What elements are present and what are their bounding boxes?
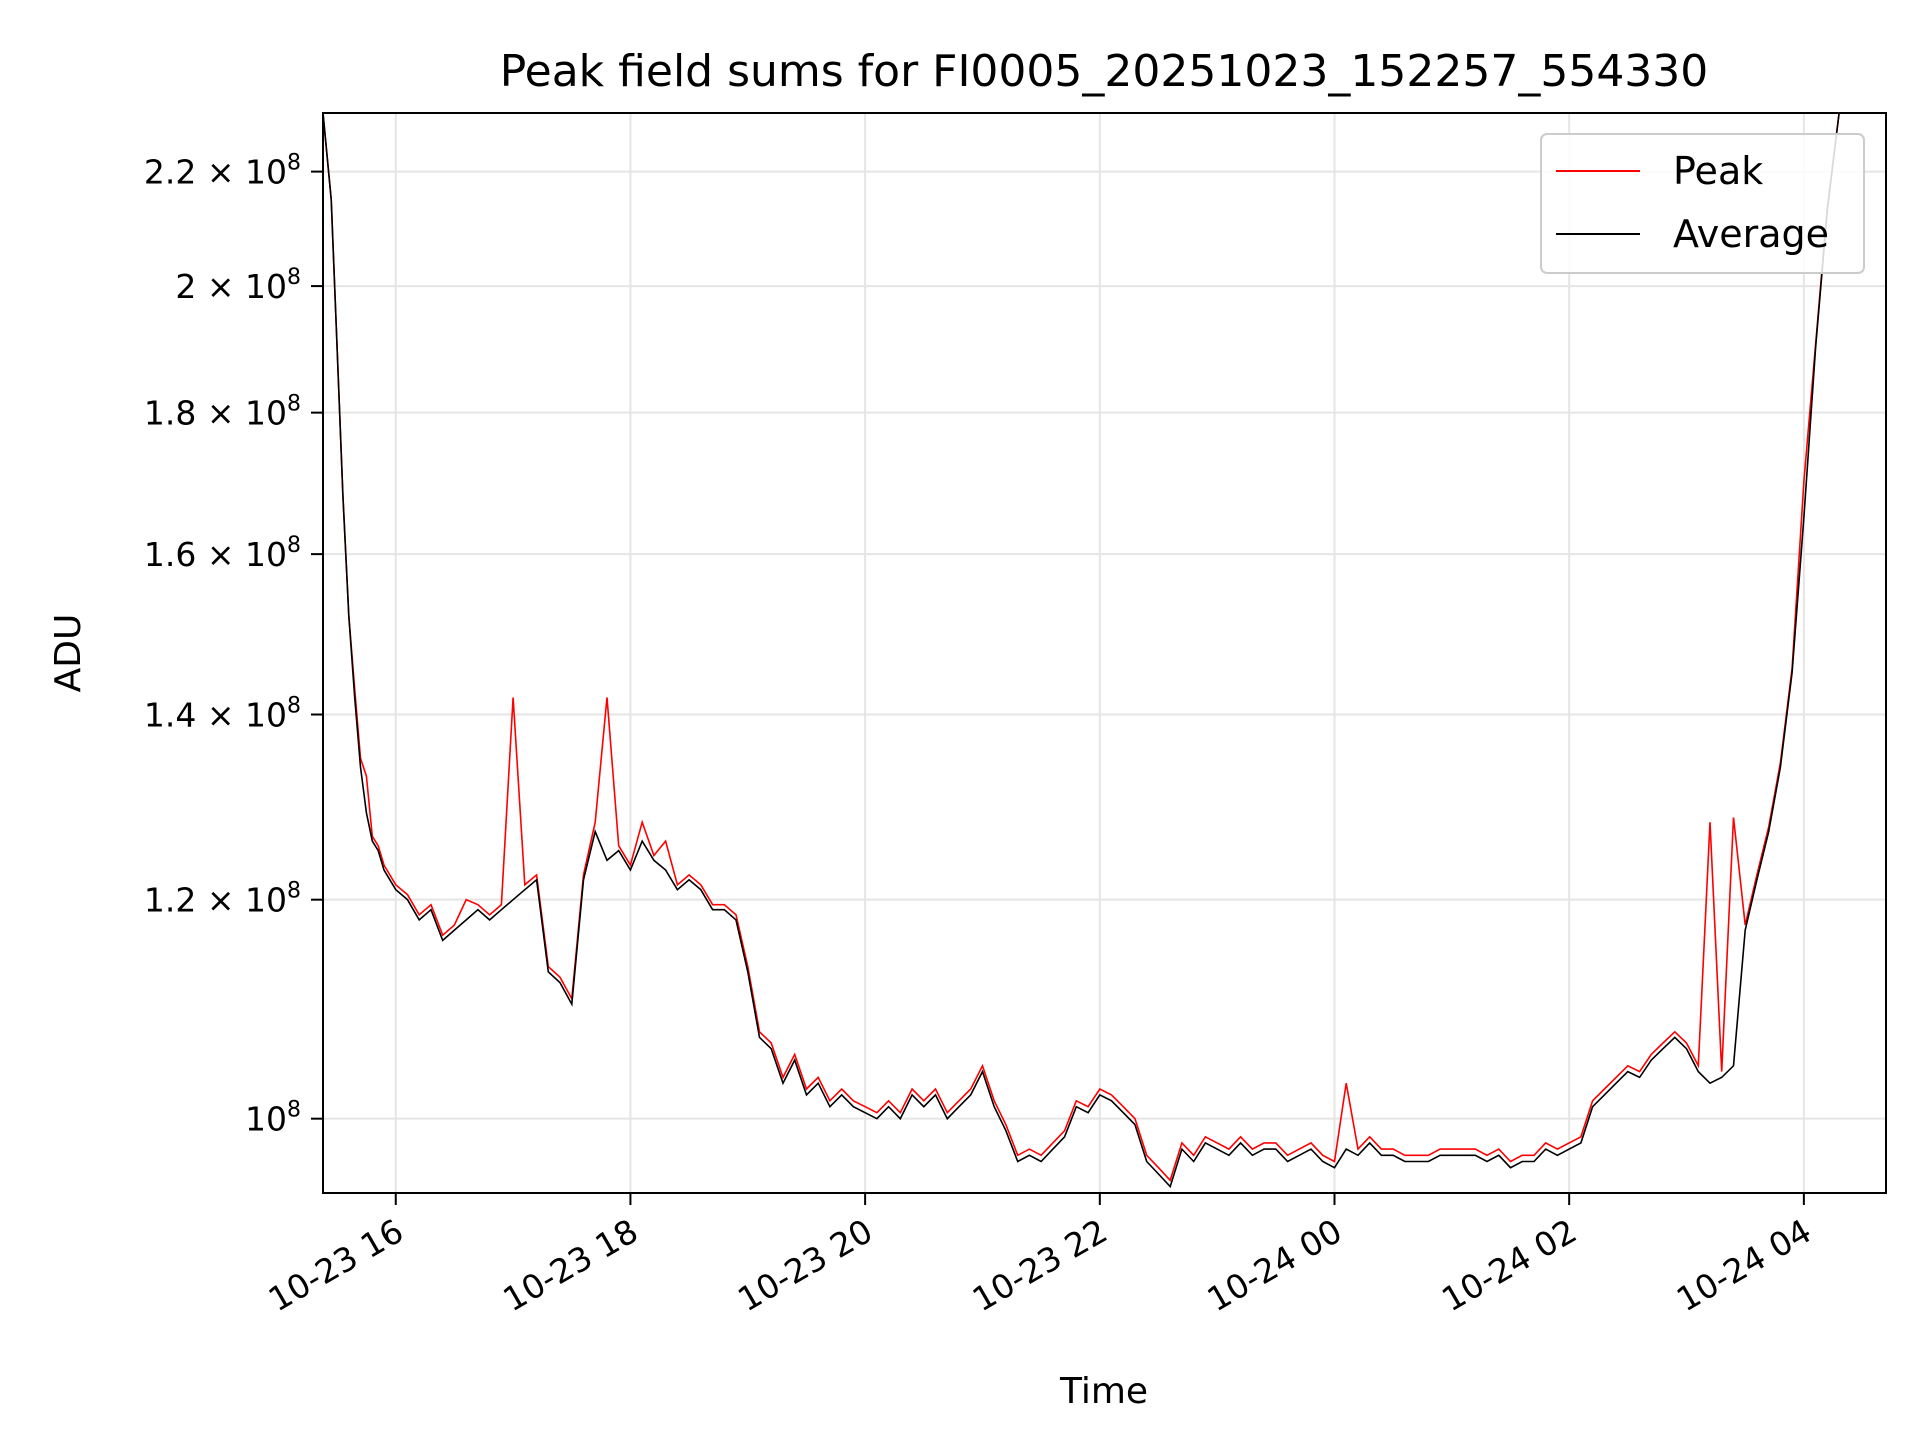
legend-box [1540, 133, 1865, 274]
y-axis: 108 1.2 × 108 1.4 × 108 1.6 × 108 1.8 × 108 2… [144, 151, 323, 1139]
legend-average-label: Average [1673, 212, 1829, 256]
y-tick-label: 2.2 × 108 [144, 151, 301, 192]
legend-peak-label: Peak [1673, 149, 1763, 193]
y-axis-label: ADU [48, 614, 89, 693]
average-series-line [323, 113, 1840, 1189]
plot-area-frame [322, 112, 1887, 1194]
x-axis-label: Time [1059, 1371, 1148, 1412]
y-tick-label: 1.6 × 108 [144, 533, 301, 574]
peak-series-line [323, 113, 1840, 1182]
y-tick-label: 108 [245, 1098, 301, 1139]
y-tick-label: 1.8 × 108 [144, 392, 301, 433]
legend: Peak Average [1540, 133, 1865, 274]
series-group [323, 113, 1840, 1189]
chart-title: Peak field sums for FI0005_20251023_1522… [500, 46, 1709, 97]
grid [323, 113, 1886, 1193]
y-tick-label: 1.2 × 108 [144, 879, 301, 920]
y-tick-label: 1.4 × 108 [144, 694, 301, 735]
y-tick-label: 2 × 108 [175, 265, 301, 306]
